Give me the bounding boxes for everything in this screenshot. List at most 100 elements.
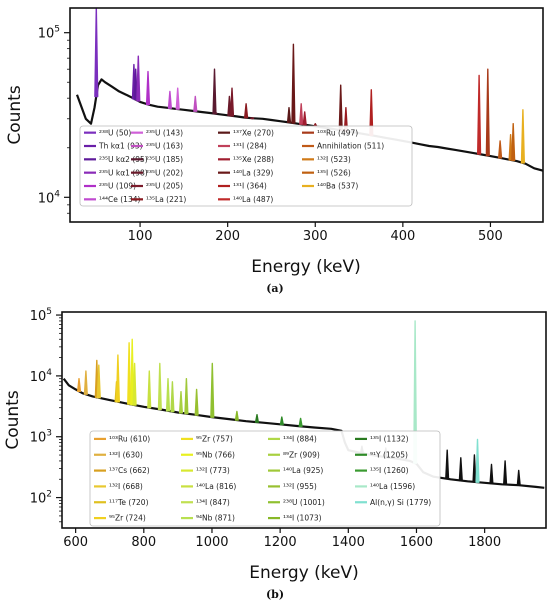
x-tick-label: 1400: [332, 535, 365, 550]
x-tick-label: 1600: [400, 535, 433, 550]
spectrum-peak: [458, 457, 463, 482]
legend-label: ¹³²I (955): [283, 482, 317, 491]
y-tick-label: 105: [38, 25, 60, 42]
legend-label: ²³⁸U (50): [99, 128, 131, 137]
legend-label: Th kα1 (93): [98, 142, 143, 151]
spectrum-peak: [472, 454, 477, 483]
legend-label: ²³⁵U (185): [146, 155, 183, 164]
peak-mark: [234, 410, 239, 421]
spectrum-peak: [445, 449, 450, 480]
legend-label: ⁹⁴Nb (871): [196, 514, 235, 523]
legend-label: ¹⁴⁰La (925): [283, 466, 323, 475]
spectrum-peak: [516, 469, 521, 486]
peak-mark: [127, 342, 132, 405]
legend-label: ¹³¹I (284): [233, 142, 267, 151]
plot-content: [62, 320, 545, 489]
legend-label: ²³⁵U (205): [146, 182, 183, 191]
x-tick-label: 1200: [264, 535, 297, 550]
peak-mark: [115, 354, 121, 403]
plot-frame: [69, 7, 544, 223]
peak-mark: [254, 414, 259, 423]
x-tick-label: 300: [303, 229, 328, 244]
peak-mark: [132, 362, 137, 406]
y-axis-title: Counts: [5, 85, 25, 144]
peak-mark: [302, 111, 307, 126]
y-tick-label: 104: [30, 368, 53, 385]
peak-mark: [175, 87, 180, 110]
legend-label: ¹³⁴I (1073): [283, 514, 322, 523]
legend: ¹⁰³Ru (610) ¹³²I (630) ¹³⁷Cs (662) ¹³²I (66…: [89, 430, 441, 527]
spectrum-peak: [503, 460, 508, 486]
legend-label: ¹³⁴I (884): [283, 435, 317, 444]
legend-box: [79, 125, 413, 207]
panel-a-tag: (a): [266, 282, 284, 295]
peak-mark: [193, 95, 198, 112]
peak-mark: [212, 68, 217, 115]
x-tick-label: 100: [128, 229, 153, 244]
legend-label: ¹³⁵I (526): [317, 168, 351, 177]
spectrum-line: [62, 378, 545, 489]
legend-label: ²³⁵U kα2 (95): [99, 155, 148, 164]
peak-mark: [498, 140, 503, 159]
legend-box: [89, 430, 441, 527]
legend-label: ²³⁵U (143): [146, 128, 183, 137]
legend-label: ²³⁵U (202): [146, 168, 183, 177]
legend-label: ²³⁵U (109): [99, 182, 136, 191]
legend-label: ¹³⁵Xe (288): [233, 155, 274, 164]
legend-label: ⁹¹Y (1205): [370, 450, 408, 459]
x-tick-label: 1000: [195, 535, 228, 550]
legend-label: ¹³²I (523): [317, 155, 351, 164]
peak-mark: [508, 133, 513, 161]
y-tick-label: 102: [30, 490, 52, 507]
peak-mark: [133, 68, 138, 101]
peak-mark: [170, 381, 175, 413]
legend-label: ¹³⁴I (847): [196, 498, 230, 507]
x-tick-label: 800: [131, 535, 156, 550]
peak-mark: [520, 109, 525, 164]
legend-label: Al(n,γ) Si (1779): [370, 498, 431, 507]
legend-label: ¹³⁷Cs (662): [109, 466, 150, 475]
legend-label: ¹³²I (668): [109, 482, 143, 491]
legend-label: ¹⁰³Ru (610): [109, 435, 150, 444]
legend-label: ¹³⁵La (221): [146, 195, 186, 204]
peak-mark: [76, 378, 82, 392]
peak-mark: [298, 417, 303, 427]
panel-b-tag: (b): [266, 588, 284, 601]
panel-b: 600 800 1000 1200 1400 1600 1800 102 103 104 105 En…: [3, 307, 547, 583]
legend-label: ⁹⁵Zr (757): [196, 435, 233, 444]
peak-mark: [475, 438, 480, 483]
peak-mark: [243, 103, 249, 119]
peak-mark: [229, 87, 235, 117]
peak-mark: [157, 362, 162, 411]
peak-mark: [130, 338, 135, 406]
legend-label: ⁹⁵Nb (766): [196, 450, 235, 459]
peak-mark: [83, 370, 88, 395]
legend-label: ⁸⁹Zr (909): [283, 450, 320, 459]
plot-frame: [61, 311, 547, 529]
peak-mark: [165, 378, 171, 412]
spectrum-peak: [250, 117, 255, 120]
peak-mark: [210, 362, 215, 418]
peak-mark: [299, 103, 304, 125]
peak-mark: [96, 364, 101, 399]
legend-label: ¹⁴⁰La (329): [233, 168, 273, 177]
legend-label: ¹³⁵I (1132): [370, 435, 409, 444]
legend-label: Annihilation (511): [317, 142, 384, 151]
peak-mark: [279, 416, 284, 426]
peak-mark: [147, 370, 152, 409]
peak-mark: [227, 95, 232, 117]
peak-mark: [178, 391, 184, 414]
peak-mark: [94, 8, 99, 98]
peak-mark: [184, 378, 189, 415]
legend-label: ¹⁰³Ru (497): [317, 128, 358, 137]
peak-mark: [485, 68, 490, 157]
x-tick-label: 1800: [468, 535, 501, 550]
legend-label: ²³⁵U kα1 (98): [99, 168, 148, 177]
x-tick-label: 200: [215, 229, 240, 244]
panel-a: 100 200 300 400 500 104 105 Energy (keV) Counts ²…: [5, 7, 544, 277]
x-tick-label: 600: [63, 535, 88, 550]
y-tick-label: 104: [38, 189, 61, 206]
legend: ²³⁸U (50) Th kα1 (93) ²³⁵U kα2 (95) ²³⁵U kα…: [79, 125, 413, 207]
x-axis-title: Energy (keV): [251, 257, 361, 277]
